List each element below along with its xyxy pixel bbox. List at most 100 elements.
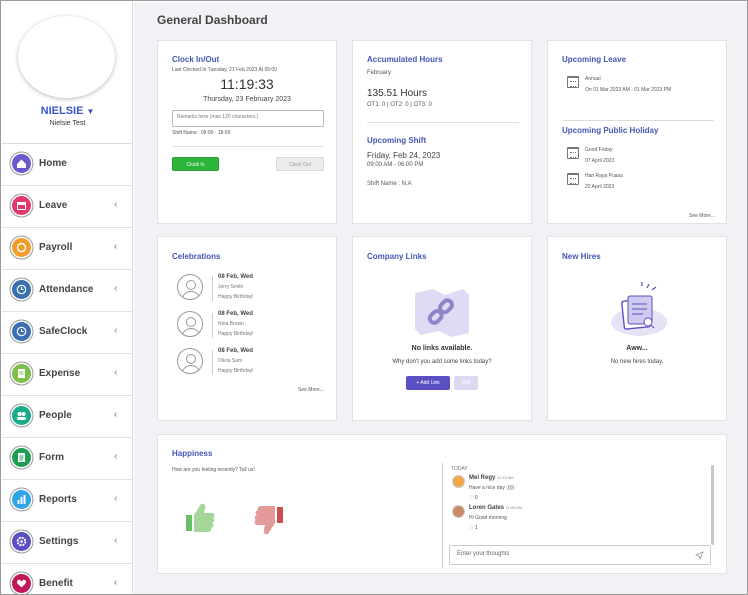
send-icon[interactable] <box>695 551 704 560</box>
clock-card: Clock In/Out Last Clocked In Tuesday, 21… <box>157 40 337 224</box>
clock-in-button[interactable]: Clock In <box>172 157 219 171</box>
chevron-left-icon: ‹ <box>114 535 118 546</box>
sidebar-item-label: Benefit <box>39 578 73 589</box>
divider <box>562 120 714 121</box>
thoughts-input[interactable]: Enter your thoughts <box>449 545 711 565</box>
heart-icon: ♡ <box>469 495 474 501</box>
divider <box>442 463 443 568</box>
hours-card-title: Accumulated Hours <box>367 55 443 64</box>
remarks-input[interactable]: Remarks here (max 120 characters.) <box>172 110 324 127</box>
holiday-name: Good Friday <box>585 147 613 153</box>
sidebar-item-label: Settings <box>39 536 79 547</box>
clock-shift-name: Shift Name : 09:00 - 18:00 <box>172 130 231 136</box>
celebration-date: 08 Feb, Wed <box>218 274 253 280</box>
sidebar: NIELSIE ▼ Nielsie Test Home Leave ‹ Payroll ‹… <box>2 2 133 594</box>
divider <box>212 276 213 301</box>
sidebar-item-label: Payroll <box>39 242 73 253</box>
people-icon <box>12 406 31 425</box>
new-hires-card: New Hires Aww... No new hires today. <box>547 236 727 421</box>
see-more-link[interactable]: See More... <box>298 387 324 393</box>
like-count: 1 <box>474 525 478 531</box>
divider <box>212 350 213 375</box>
leave-range: On 01 Mar 2023 AM - 01 Mar 2023 PM <box>585 87 672 93</box>
page-title: General Dashboard <box>157 13 268 27</box>
sidebar-item-payroll[interactable]: Payroll ‹ <box>2 228 132 270</box>
link-illustration-icon <box>415 289 469 337</box>
thumbs-up-icon[interactable] <box>184 501 216 533</box>
chevron-left-icon: ‹ <box>114 451 118 462</box>
upcoming-shift-title: Upcoming Shift <box>367 136 427 145</box>
shift-time: 09:00 AM - 06:00 PM <box>367 162 424 168</box>
leave-type: Annual <box>585 76 601 82</box>
ot-summary: OT1: 0 | OT2: 0 | OT3: 0 <box>367 102 432 108</box>
celebration-message: Happy Birthday! <box>218 368 254 374</box>
chevron-left-icon: ‹ <box>114 241 118 252</box>
thumbs-down-icon[interactable] <box>253 505 285 537</box>
receipt-icon <box>12 364 31 383</box>
sidebar-item-label: SafeClock <box>39 326 88 337</box>
user-avatar-icon <box>177 274 203 300</box>
user-name: NIELSIE <box>40 105 84 117</box>
sidebar-item-form[interactable]: Form ‹ <box>2 438 132 480</box>
sidebar-item-label: Form <box>39 452 64 463</box>
chevron-left-icon: ‹ <box>114 493 118 504</box>
heart-icon: ♡ <box>469 525 474 531</box>
calendar-check-icon <box>567 76 579 88</box>
payroll-icon <box>12 238 31 257</box>
chevron-left-icon: ‹ <box>114 325 118 336</box>
clock-out-button[interactable]: Clock Out <box>276 157 324 171</box>
sidebar-item-expense[interactable]: Expense ‹ <box>2 354 132 396</box>
edit-links-button[interactable]: Edit <box>454 376 478 390</box>
see-more-link[interactable]: See More... <box>689 213 715 219</box>
chevron-left-icon: ‹ <box>114 283 118 294</box>
add-link-button[interactable]: + Add Link <box>406 376 450 390</box>
form-icon <box>12 448 31 467</box>
company-links-card: Company Links No links available. Why do… <box>352 236 532 421</box>
sidebar-item-benefit[interactable]: Benefit ‹ <box>2 564 132 594</box>
clock-icon <box>12 322 31 341</box>
home-icon <box>12 154 31 173</box>
shift-name: Shift Name : N.A <box>367 181 412 187</box>
sidebar-item-home[interactable]: Home <box>2 144 132 186</box>
celebration-name: Olivia Sam <box>218 358 243 364</box>
gear-icon <box>12 532 31 551</box>
company-links-title: Company Links <box>367 252 427 261</box>
divider <box>212 313 213 338</box>
user-avatar-icon <box>177 348 203 374</box>
sidebar-item-people[interactable]: People ‹ <box>2 396 132 438</box>
like-button[interactable]: ♡ 1 <box>469 525 478 531</box>
leave-card-title: Upcoming Leave <box>562 55 627 64</box>
heart-icon <box>12 574 31 593</box>
avatar[interactable] <box>18 16 115 98</box>
remarks-placeholder: Remarks here (max 120 characters.) <box>177 114 259 120</box>
sidebar-item-label: Leave <box>39 200 68 211</box>
like-button[interactable]: ♡ 0 <box>469 495 478 501</box>
sidebar-item-leave[interactable]: Leave ‹ <box>2 186 132 228</box>
holiday-name: Hari Raya Puasa <box>585 173 623 179</box>
chart-icon <box>12 490 31 509</box>
sidebar-item-settings[interactable]: Settings ‹ <box>2 522 132 564</box>
sidebar-item-safeclock[interactable]: SafeClock ‹ <box>2 312 132 354</box>
sidebar-item-label: People <box>39 410 72 421</box>
scrollbar[interactable] <box>711 465 714 545</box>
hours-card: Accumulated Hours February 135.51 Hours … <box>352 40 532 224</box>
chevron-left-icon: ‹ <box>114 577 118 588</box>
happiness-title: Happiness <box>172 449 213 458</box>
user-menu[interactable]: NIELSIE ▼ <box>2 105 132 117</box>
user-subtitle: Nielsie Test <box>49 120 86 127</box>
celebration-date: 08 Feb, Wed <box>218 311 253 317</box>
calendar-icon <box>567 173 579 185</box>
message-author: Mel Regy 11:15 AM <box>469 475 514 481</box>
message-time: 11:09 AM <box>505 505 523 510</box>
happiness-card: Happiness How are you feeling recently? … <box>157 434 727 574</box>
celebration-message: Happy Birthday! <box>218 331 254 337</box>
calendar-icon <box>567 147 579 159</box>
message-time: 11:15 AM <box>497 475 514 480</box>
holiday-date: 07 April 2023 <box>585 158 615 164</box>
hours-value: 135.51 Hours <box>367 88 428 99</box>
sidebar-item-reports[interactable]: Reports ‹ <box>2 480 132 522</box>
profile-panel: NIELSIE ▼ Nielsie Test <box>2 2 132 144</box>
last-clocked-text: Last Clocked In Tuesday, 21 Feb 2023 At … <box>172 67 277 73</box>
sidebar-item-attendance[interactable]: Attendance ‹ <box>2 270 132 312</box>
celebration-name: Nina Brown <box>218 321 244 327</box>
